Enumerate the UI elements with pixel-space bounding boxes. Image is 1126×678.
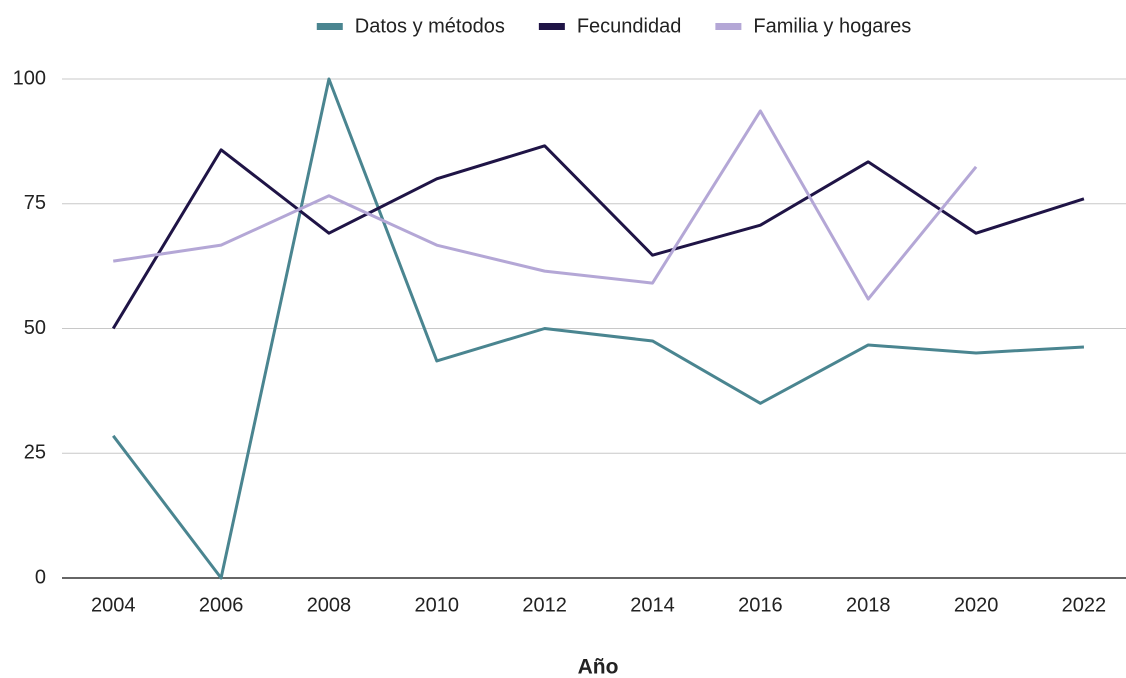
series-line bbox=[113, 109, 978, 301]
x-axis-title: Año bbox=[578, 656, 619, 678]
y-tick-label: 25 bbox=[24, 442, 46, 464]
x-tick-label: 2004 bbox=[91, 594, 136, 616]
y-tick-label: 50 bbox=[24, 317, 46, 339]
legend-swatch bbox=[316, 23, 343, 30]
x-tick-label: 2016 bbox=[738, 594, 783, 616]
x-tick-label: 2006 bbox=[199, 594, 244, 616]
x-tick-label: 2022 bbox=[1062, 594, 1107, 616]
legend-label: Fecundidad bbox=[577, 15, 682, 37]
series-line bbox=[111, 144, 1085, 330]
y-tick-label: 100 bbox=[13, 67, 46, 89]
x-tick-label: 2014 bbox=[630, 594, 675, 616]
x-tick-label: 2012 bbox=[522, 594, 567, 616]
x-tick-label: 2008 bbox=[307, 594, 352, 616]
legend-swatch bbox=[538, 23, 565, 30]
legend-label: Datos y métodos bbox=[355, 15, 505, 37]
y-tick-label: 75 bbox=[24, 192, 46, 214]
y-tick-label: 0 bbox=[35, 566, 46, 588]
legend-swatch bbox=[715, 23, 742, 30]
x-tick-label: 2018 bbox=[846, 594, 891, 616]
series-line bbox=[112, 77, 1085, 580]
legend: Datos y métodos Fecundidad Familia y hogar… bbox=[316, 15, 911, 37]
x-tick-label: 2020 bbox=[954, 594, 999, 616]
x-tick-label: 2010 bbox=[415, 594, 460, 616]
legend-label: Familia y hogares bbox=[753, 15, 911, 37]
